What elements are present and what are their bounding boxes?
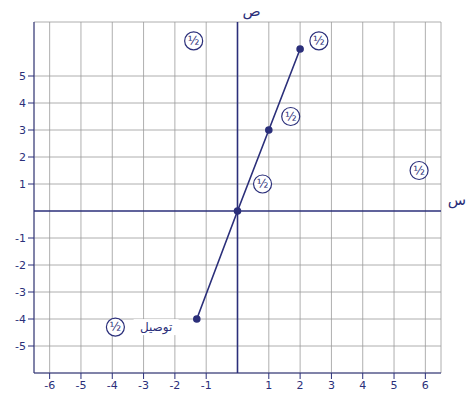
svg-text:-5: -5 (15, 340, 26, 353)
svg-text:ص: ص (242, 2, 260, 20)
svg-text:-1: -1 (201, 379, 212, 392)
svg-text:½: ½ (188, 34, 200, 48)
svg-text:6: 6 (422, 379, 429, 392)
svg-text:-6: -6 (44, 379, 55, 392)
svg-text:-2: -2 (15, 259, 26, 272)
svg-text:-3: -3 (138, 379, 149, 392)
svg-text:4: 4 (359, 379, 366, 392)
svg-text:5: 5 (391, 379, 398, 392)
svg-text:س: س (448, 191, 466, 209)
svg-text:½: ½ (413, 164, 425, 178)
svg-text:4: 4 (19, 97, 26, 110)
svg-text:½: ½ (110, 320, 122, 334)
svg-text:-3: -3 (15, 286, 26, 299)
svg-text:-4: -4 (107, 379, 118, 392)
svg-text:-2: -2 (169, 379, 180, 392)
svg-text:½: ½ (257, 177, 269, 191)
svg-text:2: 2 (297, 379, 304, 392)
svg-text:3: 3 (19, 124, 26, 137)
svg-text:توصيل: توصيل (140, 320, 172, 335)
svg-text:2: 2 (19, 151, 26, 164)
svg-text:5: 5 (19, 70, 26, 83)
svg-text:½: ½ (313, 34, 325, 48)
svg-text:1: 1 (19, 178, 26, 191)
svg-text:-1: -1 (15, 232, 26, 245)
svg-text:-5: -5 (75, 379, 86, 392)
svg-text:1: 1 (265, 379, 272, 392)
svg-text:3: 3 (328, 379, 335, 392)
svg-text:-4: -4 (15, 313, 26, 326)
svg-text:½: ½ (285, 110, 297, 124)
